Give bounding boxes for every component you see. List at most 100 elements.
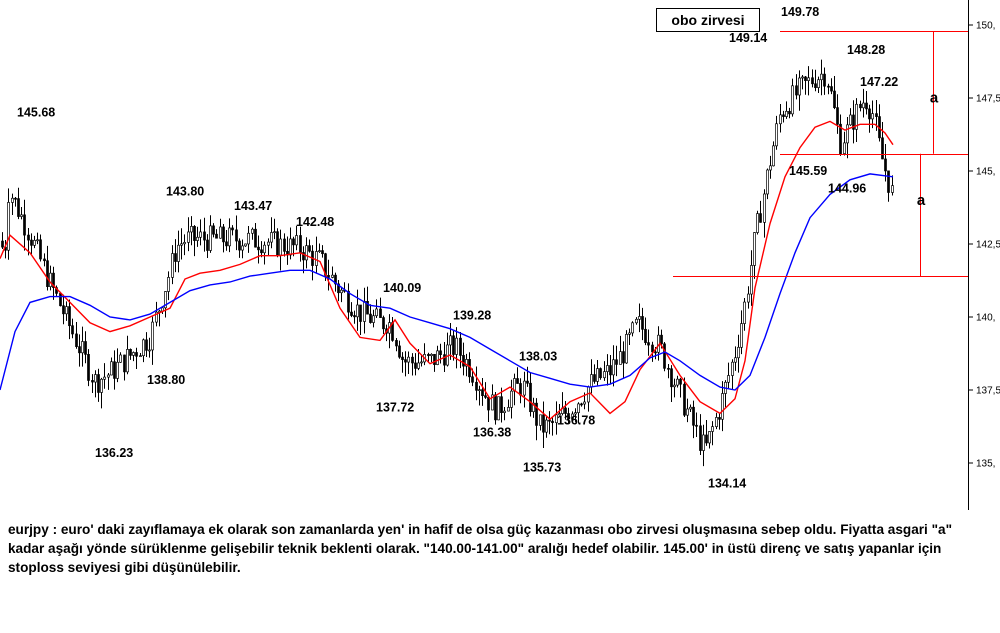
candle-body (382, 317, 385, 330)
candle-body (481, 389, 484, 396)
price-annotation: 139.28 (453, 309, 491, 323)
candle-body (622, 351, 625, 364)
candle-body (708, 431, 711, 444)
candle-body (766, 169, 769, 195)
candle-body (830, 86, 833, 92)
measure-layer: aa (917, 31, 939, 277)
candle-body (331, 274, 334, 278)
candle-body (356, 304, 359, 318)
moving-averages-layer (0, 120, 894, 421)
candle-body (673, 384, 676, 388)
measure-label-upper: a (930, 90, 939, 107)
candle-body (151, 321, 154, 351)
candle-body (471, 376, 474, 383)
price-axis: 150, 147,5 145, 142,5 140, 137,5 135, (968, 0, 1000, 510)
candle-body (699, 425, 702, 451)
candle-body (695, 424, 698, 427)
candle-body (855, 103, 858, 130)
candle-body (91, 380, 94, 383)
candle-body (718, 417, 721, 420)
analysis-commentary: eurjpy : euro' daki zayıflamaya ek olara… (8, 522, 953, 575)
candle-body (590, 374, 593, 388)
candle-body (167, 277, 170, 292)
candle-body (705, 434, 708, 444)
candle-body (321, 250, 324, 255)
candle-body (225, 241, 228, 247)
candle-body (804, 76, 807, 81)
candle-body (791, 85, 794, 115)
candle-body (593, 374, 596, 382)
candle-body (289, 238, 292, 256)
candle-body (881, 137, 884, 160)
candle-body (263, 244, 266, 254)
candle-body (859, 103, 862, 109)
candle-body (302, 252, 305, 261)
candle-body (75, 333, 78, 347)
candle-body (775, 123, 778, 147)
candle-body (244, 243, 247, 247)
candle-body (507, 407, 510, 412)
measure-label-lower: a (917, 192, 926, 209)
candle-body (631, 322, 634, 334)
candle-body (436, 350, 439, 365)
candle-body (567, 413, 570, 420)
price-annotation: 138.03 (519, 349, 557, 363)
candle-body (494, 394, 497, 421)
candle-body (891, 185, 894, 193)
candle-body (273, 231, 276, 234)
candle-body (641, 316, 644, 330)
candle-body (39, 239, 42, 260)
blue-moving-average (0, 173, 894, 391)
candle-body (212, 225, 215, 235)
candle-body (215, 233, 218, 239)
candle-body (17, 198, 20, 217)
candle-body (500, 396, 503, 413)
candle-body (209, 225, 212, 251)
price-annotation: 137.72 (376, 401, 414, 415)
price-annotation: 145.59 (789, 164, 827, 178)
candle-body (651, 344, 654, 353)
candle-body (81, 341, 84, 354)
candle-body (596, 368, 599, 382)
levels-layer (673, 31, 968, 277)
candle-body (628, 332, 631, 335)
candle-body (615, 359, 618, 365)
candle-body (839, 123, 842, 154)
candle-body (667, 367, 670, 370)
candle-body (411, 356, 414, 364)
candle-body (679, 378, 682, 385)
candle-body (647, 342, 650, 346)
candle-body (103, 376, 106, 380)
candle-body (84, 341, 87, 355)
candle-body (686, 408, 689, 416)
candle-body (635, 318, 638, 324)
candle-body (305, 245, 308, 261)
candle-body (395, 340, 398, 347)
candle-body (510, 390, 513, 408)
candle-body (836, 107, 839, 125)
candle-body (849, 114, 852, 126)
candle-body (414, 362, 417, 369)
candle-body (199, 231, 202, 238)
candle-body (30, 239, 33, 246)
price-annotation: 134.14 (708, 476, 746, 490)
price-annotation: 143.47 (234, 199, 272, 213)
candle-body (126, 349, 129, 373)
candle-body (375, 308, 378, 317)
price-annotation: 136.78 (557, 414, 595, 428)
price-annotation: 144.96 (828, 182, 866, 196)
candle-body (532, 402, 535, 413)
candle-body (852, 114, 855, 130)
candle-body (78, 346, 81, 354)
candle-body (871, 113, 874, 120)
candle-body (228, 227, 231, 247)
candle-body (817, 79, 820, 88)
candle-body (231, 227, 234, 231)
candle-body (676, 378, 679, 386)
price-annotation: 136.23 (95, 446, 133, 460)
candle-body (283, 238, 286, 252)
candle-body (743, 301, 746, 324)
candle-body (27, 234, 30, 241)
candle-body (449, 335, 452, 346)
candle-body (798, 77, 801, 96)
